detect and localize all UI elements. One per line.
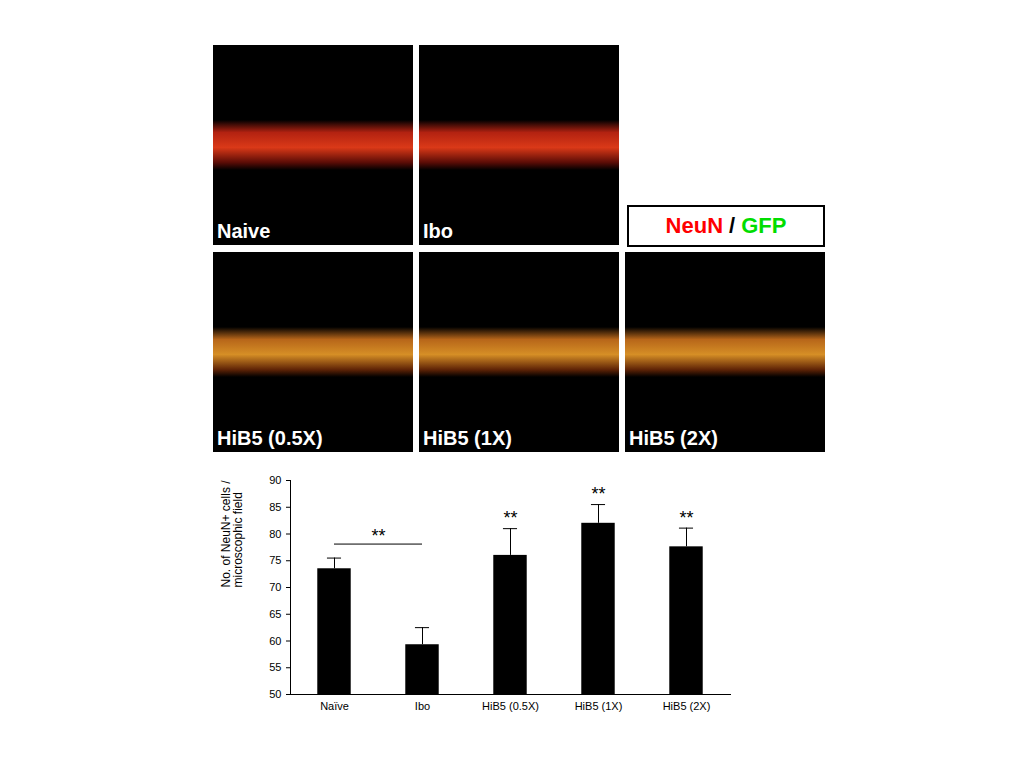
html-text:HiB5 (1X): HiB5 (1X) [423,427,512,449]
svg-text:50: 50 [269,688,281,700]
svg-text:60: 60 [269,635,281,647]
svg-text:65: 65 [269,608,281,620]
svg-text:**: ** [679,508,693,528]
html-text:Ibo: Ibo [423,220,453,242]
svg-text:HiB5 (2X): HiB5 (2X) [663,700,711,712]
svg-text:80: 80 [269,528,281,540]
svg-text:Naïve: Naïve [320,700,349,712]
svg-text:55: 55 [269,661,281,673]
svg-text:90: 90 [269,474,281,486]
html-text:Naive: Naive [217,220,271,242]
svg-text:85: 85 [269,501,281,513]
svg-text:75: 75 [269,554,281,566]
html-text:HiB5 (0.5X): HiB5 (0.5X) [217,427,323,449]
svg-text:Ibo: Ibo [415,700,430,712]
svg-text:No. of NeuN+ cells /microscoph: No. of NeuN+ cells /microscophic field [219,480,245,588]
svg-text:**: ** [503,508,517,528]
html-text:HiB5 (2X): HiB5 (2X) [629,427,718,449]
svg-text:HiB5 (1X): HiB5 (1X) [575,700,623,712]
svg-text:**: ** [591,484,605,504]
svg-text:70: 70 [269,581,281,593]
svg-text:HiB5 (0.5X): HiB5 (0.5X) [482,700,539,712]
html-text:NeuN / GFP: NeuN / GFP [665,213,787,238]
svg-text:**: ** [371,526,385,546]
